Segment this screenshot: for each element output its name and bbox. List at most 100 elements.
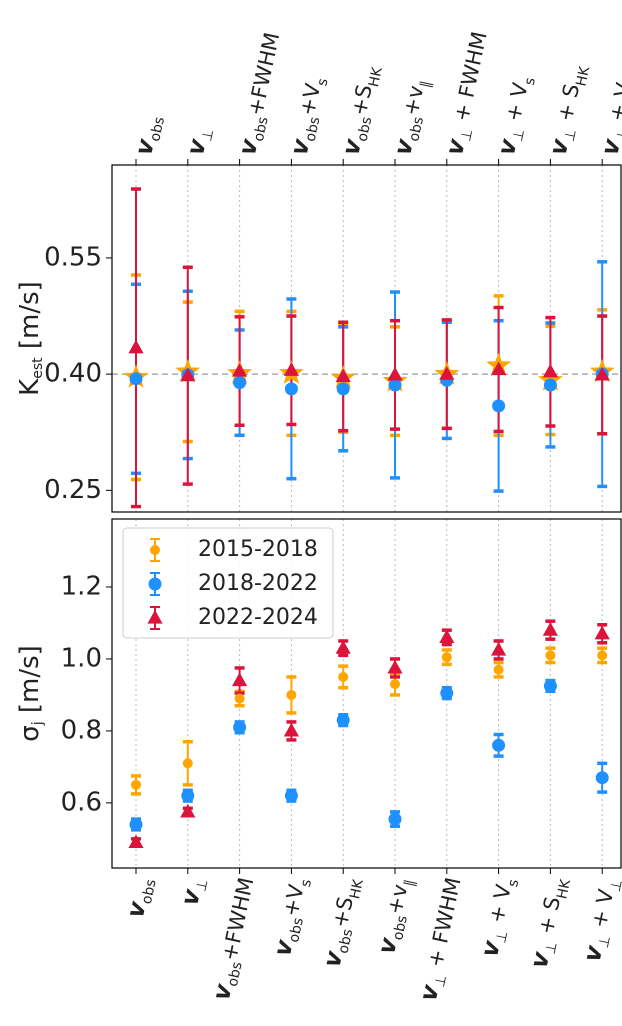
- label-part: + V: [500, 80, 533, 130]
- label-part: + FWHM: [422, 875, 466, 976]
- x-tick-label: vobs+v∥: [372, 875, 418, 957]
- point: [335, 640, 351, 654]
- label-subscript: ⊥: [596, 934, 614, 949]
- label-subscript: est: [30, 357, 46, 379]
- point: [129, 372, 143, 386]
- label-subscript: HK: [347, 877, 367, 900]
- point: [439, 366, 455, 380]
- x-tick-label: v⊥: [175, 875, 211, 909]
- label-part: + V: [603, 80, 622, 130]
- point: [387, 366, 403, 381]
- label-part: v: [181, 135, 212, 157]
- label-part: v: [525, 948, 556, 970]
- label-subscript: ∥: [418, 79, 435, 89]
- label-part: +S: [328, 895, 358, 930]
- label-part: v: [475, 937, 506, 959]
- y-tick-label: 1.2: [61, 572, 102, 602]
- label-subscript: j: [30, 721, 46, 726]
- label-part: +FWHM: [243, 30, 284, 118]
- point: [440, 686, 454, 700]
- label-part: σ: [15, 725, 45, 741]
- y-axis-label: Kest [m/s]: [15, 281, 47, 396]
- label-subscript: obs: [354, 115, 375, 143]
- label-subscript: s: [522, 76, 539, 86]
- label-subscript: ⊥: [613, 128, 622, 143]
- axes-frame: [111, 164, 622, 513]
- label-subscript: obs: [303, 115, 324, 143]
- point: [129, 817, 143, 831]
- label-part: + V: [483, 882, 516, 932]
- point: [338, 671, 349, 682]
- label-part: v: [492, 135, 523, 157]
- label-subscript: ∥: [402, 878, 419, 888]
- legend-marker: [148, 577, 162, 591]
- x-tick-label: v⊥ + SHK: [525, 874, 575, 971]
- point: [491, 361, 507, 376]
- label-part: v: [233, 135, 264, 157]
- label-subscript: s: [298, 878, 315, 888]
- x-tick-label: v⊥: [181, 125, 217, 159]
- x-tick-label: v⊥ + FWHM: [440, 29, 496, 158]
- label-part: v: [121, 898, 152, 920]
- label-subscript: ⊥: [510, 128, 528, 143]
- axes-frame: [111, 518, 622, 869]
- point: [232, 363, 248, 377]
- point: [543, 378, 557, 392]
- label-part: v: [440, 135, 471, 157]
- point: [388, 812, 402, 826]
- x-tick-label: v⊥ + V⊥: [578, 875, 622, 965]
- x-tick-label: v⊥ + V⊥: [596, 68, 622, 158]
- label-part: v: [268, 936, 299, 958]
- point: [182, 758, 193, 769]
- x-tick-label: v⊥ + SHK: [544, 61, 594, 158]
- x-tick-label: vobs: [129, 112, 168, 158]
- point: [336, 713, 350, 727]
- label-part: K: [15, 378, 45, 396]
- point: [284, 789, 298, 803]
- label-subscript: ⊥: [199, 128, 217, 143]
- point: [545, 650, 556, 661]
- label-part: v: [372, 934, 403, 956]
- point: [283, 722, 299, 737]
- point: [542, 622, 558, 636]
- y-axis-label: σj [m/s]: [15, 645, 47, 742]
- x-tick-label: vobs+FWHM: [233, 30, 289, 158]
- label-part: v: [414, 981, 445, 1003]
- label-subscript: HK: [573, 64, 593, 87]
- point: [180, 367, 196, 382]
- y-tick-label: 1.0: [61, 643, 102, 673]
- x-tick-label: vobs+Vs: [268, 875, 315, 959]
- label-part: v: [285, 135, 316, 157]
- label-subscript: ⊥: [193, 878, 211, 893]
- point: [234, 693, 245, 704]
- x-tick-label: vobs+SHK: [337, 62, 386, 158]
- point: [595, 771, 609, 785]
- label-part: v: [596, 135, 622, 157]
- label-part: + S: [551, 82, 584, 130]
- label-subscript: ⊥: [562, 128, 580, 143]
- legend-label: 2018-2022: [198, 571, 318, 596]
- label-subscript: ⊥: [493, 929, 511, 944]
- x-tick-label: vobs+v∥: [388, 76, 434, 158]
- point: [336, 382, 350, 396]
- point: [128, 834, 144, 849]
- label-subscript: obs: [225, 961, 246, 989]
- label-part: [m/s]: [15, 645, 45, 721]
- label-subscript: s: [314, 77, 331, 87]
- point: [233, 720, 247, 734]
- label-subscript: HK: [366, 65, 386, 88]
- label-part: [m/s]: [15, 281, 45, 357]
- point: [181, 789, 195, 803]
- x-tick-label: v⊥ + Vs: [475, 875, 522, 960]
- point: [232, 672, 248, 687]
- x-tick-label: v⊥ + FWHM: [414, 875, 470, 1004]
- point: [492, 738, 506, 752]
- label-part: v: [578, 942, 609, 964]
- label-subscript: s: [505, 878, 522, 888]
- legend-label: 2015-2018: [198, 537, 318, 562]
- point: [390, 679, 400, 690]
- label-part: +v: [399, 83, 429, 117]
- label-subscript: ⊥: [608, 878, 622, 893]
- point: [180, 803, 196, 818]
